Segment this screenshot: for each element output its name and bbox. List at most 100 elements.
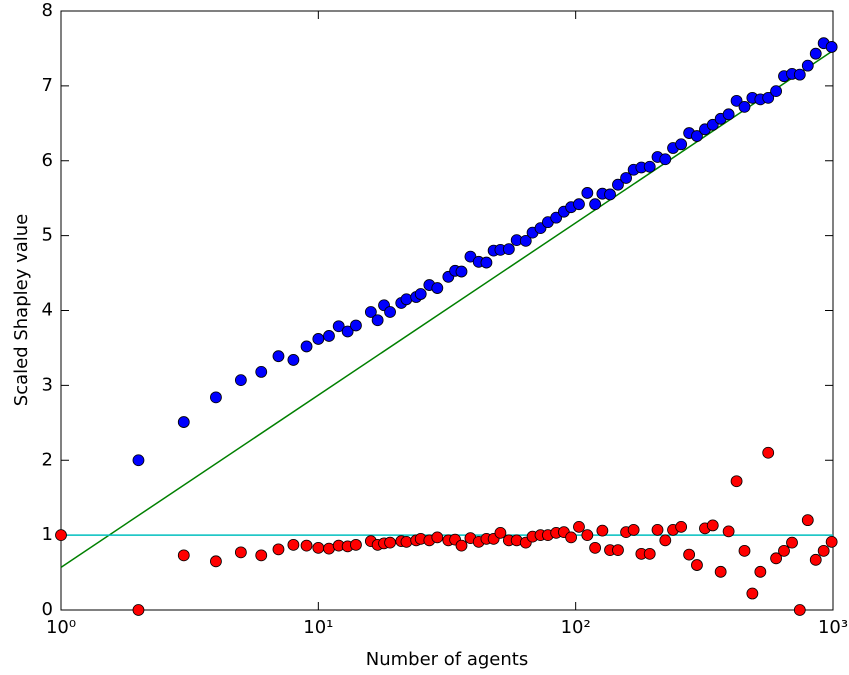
- point: [234, 374, 247, 387]
- y-tick-label: 5: [42, 225, 53, 246]
- y-tick-label: 4: [42, 300, 53, 321]
- point: [643, 160, 656, 173]
- point: [312, 333, 325, 345]
- point: [809, 553, 822, 566]
- y-tick-label: 7: [42, 75, 53, 96]
- point: [132, 454, 145, 467]
- point: [384, 536, 396, 549]
- point: [550, 211, 563, 224]
- point: [573, 520, 585, 533]
- y-axis-label: Scaled Shapley value: [11, 214, 32, 406]
- point: [643, 547, 656, 560]
- point: [519, 234, 532, 247]
- point: [255, 365, 268, 378]
- point: [350, 319, 362, 332]
- point: [132, 604, 145, 616]
- point: [480, 256, 493, 269]
- point: [770, 85, 782, 98]
- point: [565, 531, 578, 544]
- point: [234, 546, 247, 559]
- point: [400, 535, 413, 548]
- point: [596, 524, 609, 537]
- point: [770, 552, 782, 565]
- point: [754, 565, 767, 578]
- point: [364, 306, 377, 318]
- point: [730, 475, 743, 488]
- point: [620, 172, 632, 184]
- point: [589, 541, 602, 554]
- point: [177, 416, 190, 428]
- point: [738, 544, 751, 557]
- point: [612, 544, 624, 556]
- point: [762, 446, 775, 459]
- point: [464, 250, 477, 263]
- x-tick-label: 10³: [818, 617, 848, 638]
- point: [332, 320, 345, 333]
- point: [300, 539, 313, 552]
- point: [604, 188, 616, 201]
- point: [581, 529, 594, 542]
- point: [210, 555, 222, 568]
- y-tick-label: 0: [42, 599, 53, 620]
- point: [581, 187, 594, 199]
- point: [55, 529, 67, 542]
- fit-line: [60, 50, 834, 568]
- point: [778, 544, 790, 557]
- point: [730, 94, 743, 107]
- point: [350, 538, 362, 551]
- point: [371, 314, 384, 327]
- point: [675, 520, 688, 533]
- point: [589, 198, 602, 211]
- point: [683, 548, 696, 561]
- x-axis-label: Number of agents: [366, 649, 528, 670]
- point: [817, 544, 830, 557]
- point: [341, 325, 354, 338]
- point: [825, 535, 838, 548]
- point: [746, 587, 759, 600]
- point: [825, 41, 838, 53]
- point: [691, 559, 703, 571]
- point: [627, 523, 640, 536]
- point: [801, 59, 814, 72]
- point: [801, 514, 814, 527]
- point: [659, 153, 672, 166]
- point: [455, 265, 468, 278]
- y-tick-label: 2: [42, 449, 53, 470]
- point: [312, 541, 325, 554]
- y-tick-label: 1: [42, 524, 53, 545]
- y-tick-label: 6: [42, 150, 53, 171]
- y-tick-label: 8: [42, 0, 53, 21]
- point: [323, 330, 335, 342]
- point: [384, 306, 396, 318]
- point: [255, 549, 268, 562]
- point: [706, 118, 719, 131]
- point: [793, 68, 806, 81]
- point: [809, 47, 822, 60]
- point: [722, 108, 735, 121]
- point: [287, 354, 300, 366]
- y-tick-label: 3: [42, 374, 53, 395]
- point: [455, 539, 468, 552]
- point: [272, 350, 285, 363]
- point: [502, 243, 515, 256]
- point: [323, 542, 335, 555]
- point: [300, 340, 313, 353]
- x-tick-label: 10²: [561, 617, 591, 638]
- point: [272, 543, 285, 556]
- point: [675, 138, 688, 151]
- point: [762, 91, 775, 104]
- point: [714, 565, 727, 578]
- point: [177, 549, 190, 562]
- point: [400, 293, 413, 306]
- x-tick-label: 10¹: [303, 617, 333, 638]
- point: [431, 282, 444, 294]
- point: [738, 100, 751, 113]
- point: [612, 178, 624, 191]
- point: [651, 523, 664, 536]
- point: [691, 130, 703, 142]
- point: [786, 536, 798, 549]
- point: [210, 391, 222, 404]
- point: [494, 526, 507, 539]
